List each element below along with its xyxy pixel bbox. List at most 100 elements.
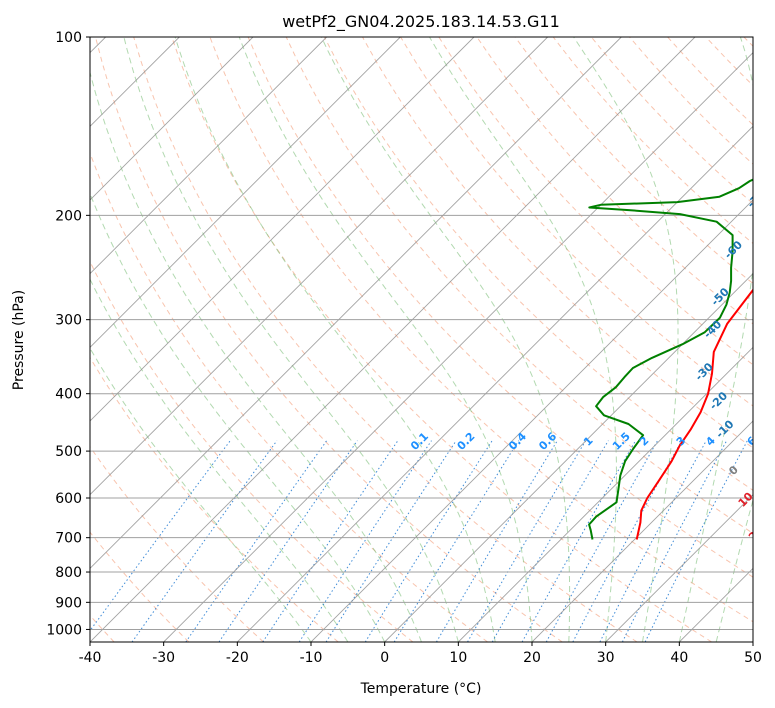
x-tick-label: 20 <box>523 650 541 666</box>
series-layer <box>588 178 753 540</box>
isotherm-line <box>531 420 753 642</box>
curve-label: 1.5 <box>610 430 633 453</box>
mixing-ratio-line <box>491 440 609 642</box>
dry-adiabat-line <box>95 37 563 642</box>
y-tick-label: 1000 <box>46 622 82 638</box>
x-tick-label: -20 <box>226 650 249 666</box>
dry-adiabat-line <box>90 356 339 642</box>
curve-label: -10 <box>713 417 736 440</box>
moist-adiabat-line <box>174 37 496 642</box>
curve-label: -70 <box>745 187 768 210</box>
dry-adiabat-line <box>705 37 753 87</box>
grid-lines <box>90 37 753 642</box>
y-axis: 100 200 300 400 500 600 700 800 900 1000 <box>46 30 90 638</box>
mixing-ratio-line <box>521 440 637 642</box>
moist-adiabat-line <box>90 278 349 642</box>
moist-adiabat-line <box>90 192 386 642</box>
dry-adiabat-line <box>400 37 753 407</box>
y-tick-label: 600 <box>55 491 82 507</box>
isotherm-line <box>458 346 753 642</box>
x-tick-label: -10 <box>300 650 323 666</box>
mixing-ratio-line <box>467 440 587 642</box>
dry-adiabat-line <box>90 260 414 642</box>
isotherm-line <box>605 494 753 642</box>
y-tick-label: 900 <box>55 595 82 611</box>
x-tick-label: 40 <box>670 650 688 666</box>
x-tick-label: 0 <box>380 650 389 666</box>
isotherm-line <box>90 37 696 642</box>
background-lines <box>90 37 753 642</box>
x-tick-label: 50 <box>744 650 762 666</box>
dry-adiabat-line <box>90 151 488 642</box>
mixing-ratio-line <box>218 440 358 642</box>
dry-adiabat-line <box>514 37 753 285</box>
curve-label: 0.1 <box>408 430 431 453</box>
isotherm-line <box>90 37 548 496</box>
mixing-ratio-line <box>298 440 432 642</box>
curve-label: -50 <box>709 285 732 308</box>
mixing-ratio-line <box>393 440 520 642</box>
isotherm-line <box>90 37 327 275</box>
x-axis-title: Temperature (°C) <box>360 681 482 697</box>
curve-label: 30 <box>754 555 774 575</box>
dry-adiabat-line <box>667 37 753 126</box>
mixing-ratio-line <box>131 440 278 642</box>
moist-adiabat-line <box>678 37 753 642</box>
mixing-ratio-line <box>90 440 231 632</box>
mixing-ratio-line <box>435 440 558 642</box>
moist-adiabat-line <box>90 70 422 642</box>
dry-adiabat-line <box>90 531 190 642</box>
curve-label: 0 <box>726 463 741 478</box>
y-tick-label: 800 <box>55 565 82 581</box>
isotherm-line <box>90 37 401 348</box>
x-tick-label: 30 <box>597 650 615 666</box>
dry-adiabat-line <box>552 37 753 245</box>
y-tick-label: 300 <box>55 313 82 329</box>
curve-label: 40 <box>766 584 775 604</box>
curve-label: -60 <box>722 238 745 261</box>
dry-adiabat-line <box>362 37 753 449</box>
x-axis: -40 -30 -20 -10 0 10 20 30 40 50 <box>79 642 762 666</box>
dry-adiabat-line <box>438 37 753 366</box>
mixing-ratio-line <box>599 440 707 642</box>
chart-title: wetPf2_GN04.2025.183.14.53.G11 <box>282 12 560 32</box>
mixing-ratio-line <box>262 440 399 642</box>
curve-label: 1 <box>581 434 596 449</box>
isotherm-line <box>310 199 753 642</box>
dry-adiabat-line <box>209 37 753 623</box>
moist-adiabat-line <box>90 347 312 642</box>
moist-adiabat-line <box>573 37 679 642</box>
x-tick-label: -30 <box>152 650 175 666</box>
x-tick-label: 10 <box>449 650 467 666</box>
dry-adiabat-line <box>171 37 712 642</box>
curve-label: 20 <box>746 523 766 543</box>
dry-adiabat-line <box>90 445 264 642</box>
mixing-ratio-line <box>325 440 457 642</box>
y-tick-label: 200 <box>55 208 82 224</box>
mixing-ratio-line <box>572 440 683 642</box>
moist-adiabat-line <box>429 37 617 642</box>
curve-label: 0.4 <box>506 430 529 453</box>
dry-adiabat-line <box>743 37 753 47</box>
moist-adiabat-line <box>238 37 533 642</box>
dry-adiabat-line <box>133 37 638 642</box>
y-tick-label: 400 <box>55 387 82 403</box>
isotherm-line <box>163 52 753 642</box>
curve-label: -80 <box>762 141 775 164</box>
curve-label: 0.2 <box>455 430 478 453</box>
x-tick-label: -40 <box>79 650 102 666</box>
curve-label: -20 <box>707 389 730 412</box>
mixing-ratio-line <box>185 440 328 642</box>
moist-adiabat-line <box>320 37 571 642</box>
isotherm-line <box>384 273 753 642</box>
temperature-profile <box>635 288 753 540</box>
dry-adiabat-line <box>590 37 753 205</box>
plot-frame <box>89 36 754 643</box>
curve-label: 2 <box>637 434 652 449</box>
mixing-ratio-line <box>621 440 728 642</box>
y-tick-label: 700 <box>55 531 82 547</box>
y-tick-label: 500 <box>55 444 82 460</box>
mixing-ratio-line <box>364 440 493 642</box>
curve-label: 4 <box>703 434 718 449</box>
